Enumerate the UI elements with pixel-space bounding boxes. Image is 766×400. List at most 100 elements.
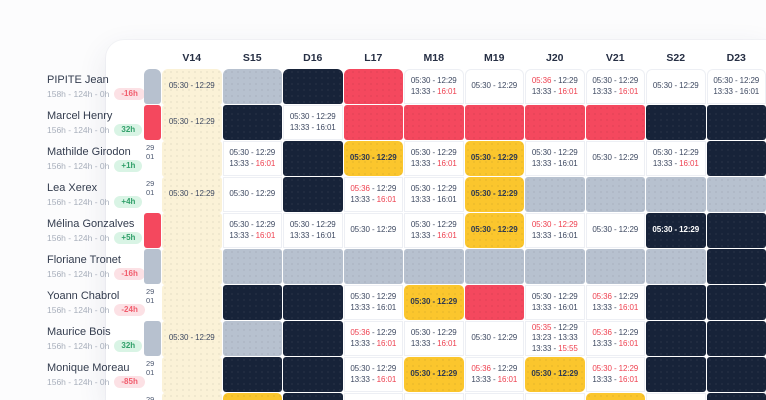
employee-row-label[interactable]: Mélina Gonzalves 156h - 124h - 0h +5h [40, 213, 143, 248]
shift-cell[interactable] [283, 285, 343, 320]
shift-cell[interactable]: 05:36 - 12:29 13:33 - 16:01 [343, 177, 403, 212]
shift-cell[interactable] [222, 105, 282, 140]
employee-row-label[interactable]: Marcel Henry 156h - 124h - 0h 32h [40, 105, 143, 140]
shift-cell[interactable] [343, 105, 403, 140]
shift-cell[interactable] [162, 213, 222, 248]
shift-cell[interactable]: 05:30 - 12:29 [464, 213, 524, 248]
shift-cell[interactable] [706, 249, 766, 284]
shift-cell[interactable] [646, 357, 706, 392]
shift-cell[interactable]: 05:30 - 12:29 [585, 393, 645, 400]
shift-cell[interactable] [706, 105, 766, 140]
shift-cell[interactable]: 05:30 - 12:29 [343, 213, 403, 248]
shift-cell[interactable] [283, 393, 343, 400]
shift-cell[interactable]: 05:36 - 12:29 13:33 - 16:01 [343, 321, 403, 356]
shift-cell[interactable] [706, 177, 766, 212]
shift-cell[interactable] [646, 177, 706, 212]
week-marker-cell[interactable] [144, 321, 161, 356]
shift-cell[interactable]: 05:30 - 12:29 [343, 141, 403, 176]
shift-cell[interactable]: 05:30 - 12:29 [222, 177, 282, 212]
shift-cell[interactable] [464, 285, 524, 320]
shift-cell[interactable] [706, 141, 766, 176]
shift-cell[interactable] [464, 249, 524, 284]
shift-cell[interactable]: 05:30 - 12:29 [162, 177, 222, 212]
shift-cell[interactable] [404, 105, 464, 140]
shift-cell[interactable] [404, 249, 464, 284]
shift-cell[interactable]: 05:30 - 12:29 [464, 69, 524, 104]
shift-cell[interactable] [585, 249, 645, 284]
employee-row-label[interactable]: Floriane Tronet 156h - 124h - 0h -16h [40, 249, 145, 284]
employee-row-label[interactable]: Mathilde Girodon 156h - 124h - 0h +1h [40, 141, 143, 176]
shift-cell[interactable]: 05:30 - 12:29 [646, 69, 706, 104]
shift-cell[interactable] [525, 177, 585, 212]
shift-cell[interactable] [283, 321, 343, 356]
shift-cell[interactable] [283, 177, 343, 212]
shift-cell[interactable] [222, 285, 282, 320]
shift-cell[interactable] [162, 141, 222, 176]
shift-cell[interactable]: 05:30 - 12:29 [162, 321, 222, 356]
shift-cell[interactable]: 05:30 - 12:29 [404, 357, 464, 392]
shift-cell[interactable]: 05:30 - 12:29 [646, 213, 706, 248]
shift-cell[interactable] [706, 321, 766, 356]
shift-cell[interactable]: 05:30 - 12:29 [464, 321, 524, 356]
shift-cell[interactable] [162, 249, 222, 284]
shift-cell[interactable] [343, 249, 403, 284]
shift-cell[interactable] [706, 393, 766, 400]
shift-cell[interactable] [283, 69, 343, 104]
shift-cell[interactable] [706, 285, 766, 320]
shift-cell[interactable] [646, 105, 706, 140]
shift-cell[interactable]: 05:35 - 12:29 13:23 - 13:33 13:33 - 15:55 [525, 321, 585, 356]
shift-cell[interactable] [585, 105, 645, 140]
shift-cell[interactable] [162, 285, 222, 320]
shift-cell[interactable]: 05:36 - 12:29 13:33 - 16:01 [525, 69, 585, 104]
week-marker-cell[interactable] [144, 105, 161, 140]
shift-cell[interactable] [646, 249, 706, 284]
shift-cell[interactable]: 05:30 - 12:29 [404, 285, 464, 320]
shift-cell[interactable] [706, 357, 766, 392]
shift-cell[interactable]: 05:36 - 12:29 13:33 - 16:01 [585, 321, 645, 356]
employee-row-label[interactable]: Alexia Août [40, 393, 143, 400]
shift-cell[interactable] [162, 357, 222, 392]
week-marker-cell[interactable] [144, 69, 161, 104]
shift-cell[interactable] [283, 357, 343, 392]
shift-cell[interactable]: 05:36 - 12:29 13:33 - 16:01 [585, 285, 645, 320]
shift-cell[interactable] [222, 357, 282, 392]
shift-cell[interactable] [706, 213, 766, 248]
employee-row-label[interactable]: PIPITE Jean 158h - 124h - 0h -16h [40, 69, 145, 104]
shift-cell[interactable]: 05:30 - 12:29 [585, 213, 645, 248]
shift-cell[interactable] [222, 69, 282, 104]
shift-cell[interactable] [525, 249, 585, 284]
shift-cell[interactable]: 05:30 - 12:29 [162, 69, 222, 104]
shift-cell[interactable]: 05:30 - 12:29 [525, 357, 585, 392]
shift-cell[interactable] [646, 321, 706, 356]
shift-cell[interactable]: 05:30 - 12:29 [162, 105, 222, 140]
employee-row-label[interactable]: Maurice Bois 156h - 124h - 0h 32h [40, 321, 143, 356]
shift-cell[interactable] [222, 321, 282, 356]
shift-cell[interactable] [464, 105, 524, 140]
